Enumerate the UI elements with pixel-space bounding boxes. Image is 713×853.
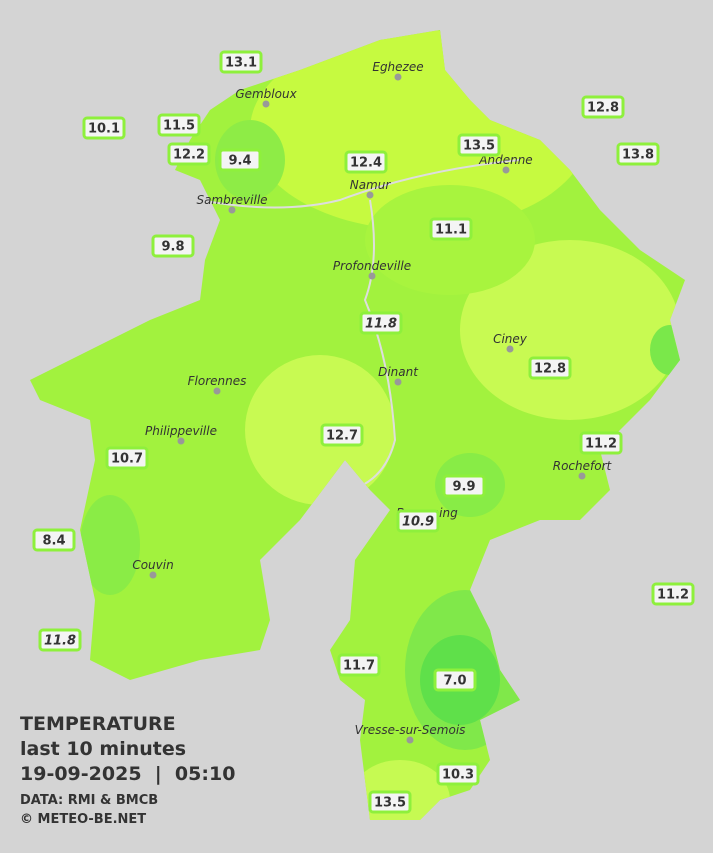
station-value: 13.1 — [225, 56, 257, 71]
station-box — [616, 142, 660, 166]
town-dot — [213, 387, 221, 395]
station-box — [337, 653, 381, 677]
station-value: 10.7 — [111, 452, 143, 467]
station-box — [344, 150, 388, 174]
town-label: Namur — [350, 178, 392, 192]
town-dot — [578, 472, 586, 480]
station-box — [429, 217, 473, 241]
town-dot — [394, 378, 402, 386]
town-dot — [502, 166, 510, 174]
town-label: Eghezee — [372, 60, 423, 74]
station-box — [651, 582, 695, 606]
station-value: 8.4 — [42, 534, 65, 549]
station-box — [32, 528, 76, 552]
town-label: Philippeville — [145, 424, 217, 438]
station-box — [38, 628, 82, 652]
station-value: 9.9 — [452, 480, 475, 495]
station-box — [457, 133, 501, 157]
station-box — [368, 790, 412, 814]
town-dot — [149, 571, 157, 579]
station-box — [436, 762, 480, 786]
town-dot — [262, 100, 270, 108]
station-box — [433, 668, 477, 692]
station-box — [219, 50, 263, 74]
station-value: 11.8 — [365, 317, 397, 332]
town-label: Dinant — [378, 365, 419, 379]
town-dot — [368, 272, 376, 280]
station-value: 10.1 — [88, 122, 120, 137]
town-label: Sambreville — [196, 193, 267, 207]
source: DATA: RMI & BMCB — [20, 793, 158, 808]
station-value: 10.9 — [402, 515, 434, 530]
station-value: 13.5 — [374, 796, 406, 811]
datetime: 19-09-2025 | 05:10 — [20, 763, 235, 785]
station-box — [396, 509, 440, 533]
station-box — [442, 474, 486, 498]
station-value: 13.5 — [463, 139, 495, 154]
station-box — [581, 95, 625, 119]
station-value: 12.4 — [350, 156, 382, 171]
town-dot — [506, 345, 514, 353]
station-box — [82, 116, 126, 140]
town-label: Rochefort — [553, 459, 613, 473]
credit: © METEO-BE.NET — [20, 812, 146, 827]
station-value: 11.2 — [585, 437, 617, 452]
station-value: 11.5 — [163, 119, 195, 134]
station-box — [218, 148, 262, 172]
town-label: Gembloux — [235, 87, 297, 101]
station-value: 12.8 — [534, 362, 566, 377]
station-value: 11.8 — [44, 634, 76, 649]
town-dot — [406, 736, 414, 744]
town-label: Couvin — [132, 558, 173, 572]
station-value: 10.3 — [442, 768, 474, 783]
station-box — [528, 356, 572, 380]
station-value: 13.8 — [622, 148, 654, 163]
town-label: Vresse-sur-Semois — [355, 723, 466, 737]
station-box — [151, 234, 195, 258]
station-box — [359, 311, 403, 335]
station-value: 9.4 — [228, 154, 251, 169]
town-dot — [366, 191, 374, 199]
station-value: 11.7 — [343, 659, 375, 674]
station-value: 11.2 — [657, 588, 689, 603]
station-box — [167, 142, 211, 166]
station-box — [157, 113, 201, 137]
station-value: 12.2 — [173, 148, 205, 163]
station-value: 12.8 — [587, 101, 619, 116]
station-value: 7.0 — [443, 674, 466, 689]
station-box — [105, 446, 149, 470]
station-value: 12.7 — [326, 429, 358, 444]
town-dot — [394, 73, 402, 81]
station-box — [579, 431, 623, 455]
town-label: Profondeville — [333, 259, 411, 273]
station-value: 11.1 — [435, 223, 467, 238]
station-value: 9.8 — [161, 240, 184, 255]
town-dot — [228, 206, 236, 214]
town-label: Florennes — [188, 374, 247, 388]
subtitle: last 10 minutes — [20, 738, 186, 760]
town-label: Ciney — [493, 332, 528, 346]
town-dot — [177, 437, 185, 445]
station-box — [320, 423, 364, 447]
title: TEMPERATURE — [20, 713, 176, 735]
